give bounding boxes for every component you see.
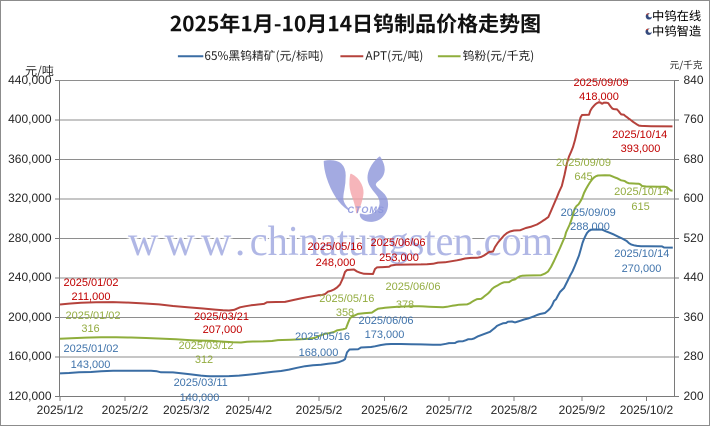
svg-text:chinatungsten.com: chinatungsten.com [250,217,553,264]
svg-text:www.: www. [128,219,252,265]
svg-text:CTOMS: CTOMS [348,205,385,215]
svg-text:chinatungsten.com: chinatungsten.com [250,217,553,264]
svg-text:www.: www. [128,219,252,265]
